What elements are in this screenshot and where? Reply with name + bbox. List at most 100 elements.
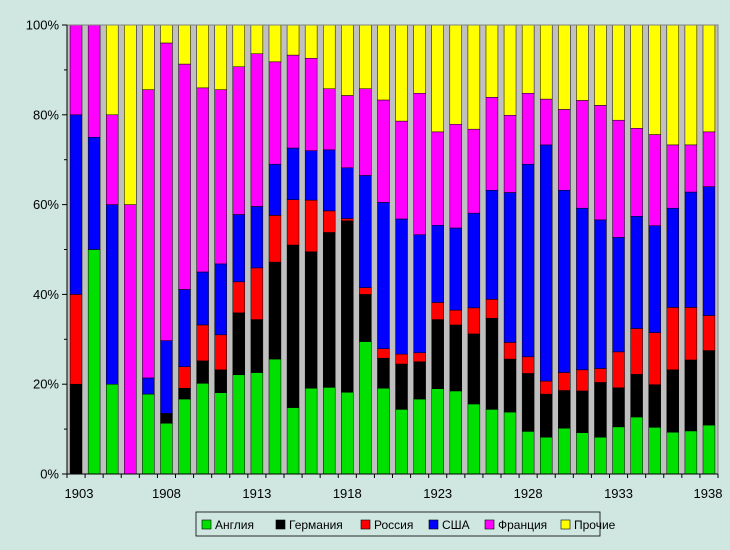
legend-item: США bbox=[428, 518, 470, 532]
legend-item: Германия bbox=[275, 518, 343, 532]
bar-segment bbox=[232, 24, 246, 68]
bar-segment bbox=[105, 114, 119, 205]
bar-segment bbox=[160, 24, 173, 44]
bars-group bbox=[69, 24, 716, 475]
bar-segment bbox=[142, 89, 155, 379]
bar-segment bbox=[304, 150, 318, 201]
bar-segment bbox=[521, 24, 535, 94]
bar-segment bbox=[232, 214, 246, 283]
bar-segment bbox=[503, 411, 517, 475]
bar-segment bbox=[702, 24, 716, 133]
bar-segment bbox=[666, 24, 680, 146]
bar-segment bbox=[467, 212, 481, 309]
bar-segment bbox=[431, 131, 444, 226]
bar-segment bbox=[395, 409, 408, 475]
bar-segment bbox=[322, 149, 336, 212]
bar-segment bbox=[612, 24, 625, 121]
bar-segment bbox=[377, 348, 390, 359]
x-tick-label: 1933 bbox=[604, 486, 633, 501]
bar-segment bbox=[449, 227, 463, 311]
bar-segment bbox=[286, 244, 300, 408]
bar-segment bbox=[196, 24, 209, 89]
bar-segment bbox=[539, 380, 553, 395]
bar-segment bbox=[558, 390, 571, 429]
bar-segment bbox=[630, 416, 643, 475]
bar-segment bbox=[630, 374, 643, 418]
bar-segment bbox=[377, 99, 390, 203]
bar-segment bbox=[521, 373, 535, 432]
bar-segment bbox=[666, 369, 680, 433]
bar-segment bbox=[485, 299, 499, 319]
bar-segment bbox=[268, 215, 282, 263]
bar-segment bbox=[503, 192, 517, 343]
bar-segment bbox=[413, 24, 426, 94]
bar-segment bbox=[503, 342, 517, 360]
bar-segment bbox=[485, 97, 499, 191]
bar-segment bbox=[377, 357, 390, 389]
bar-segment bbox=[576, 207, 589, 371]
bar-segment bbox=[558, 24, 571, 110]
bar-segment bbox=[684, 430, 698, 475]
bar-segment bbox=[485, 189, 499, 300]
bar-segment bbox=[214, 263, 227, 336]
bar-segment bbox=[612, 237, 625, 353]
bar-segment bbox=[702, 350, 716, 426]
bar-segment bbox=[576, 24, 589, 101]
bar-segment bbox=[124, 204, 137, 475]
bar-segment bbox=[576, 100, 589, 209]
x-tick-label: 1913 bbox=[242, 486, 271, 501]
bar-segment bbox=[160, 413, 173, 424]
bar-segment bbox=[594, 368, 607, 383]
bar-segment bbox=[431, 24, 444, 133]
bar-segment bbox=[268, 261, 282, 360]
bar-segment bbox=[503, 115, 517, 193]
plot-area bbox=[67, 25, 718, 474]
y-tick-label: 80% bbox=[33, 107, 59, 122]
bar-segment bbox=[268, 61, 282, 165]
bar-segment bbox=[521, 356, 535, 374]
bar-segment bbox=[431, 319, 444, 389]
bar-segment bbox=[214, 392, 227, 475]
bar-segment bbox=[666, 307, 680, 371]
bar-segment bbox=[576, 432, 589, 475]
bar-segment bbox=[702, 315, 716, 351]
bar-segment bbox=[558, 189, 571, 373]
y-tick-label: 60% bbox=[33, 197, 59, 212]
bar-segment bbox=[395, 120, 408, 220]
bar-segment bbox=[142, 393, 155, 475]
bar-segment bbox=[648, 332, 661, 385]
bar-segment bbox=[341, 95, 354, 169]
bar-segment bbox=[648, 384, 661, 428]
bar-segment bbox=[178, 398, 191, 475]
bar-segment bbox=[413, 361, 426, 400]
y-tick-label: 40% bbox=[33, 287, 59, 302]
bar-segment bbox=[160, 423, 173, 475]
bar-segment bbox=[539, 98, 553, 146]
bar-segment bbox=[449, 390, 463, 475]
bar-segment bbox=[684, 307, 698, 361]
bar-segment bbox=[576, 390, 589, 433]
bar-segment bbox=[124, 24, 137, 205]
bar-segment bbox=[322, 232, 336, 388]
y-tick-label: 20% bbox=[33, 377, 59, 392]
bar-segment bbox=[304, 57, 318, 151]
bar-segment bbox=[521, 431, 535, 475]
bar-segment bbox=[196, 324, 209, 362]
bar-segment bbox=[467, 128, 481, 214]
bar-segment bbox=[702, 186, 716, 316]
bar-segment bbox=[286, 54, 300, 149]
bar-segment bbox=[69, 383, 83, 475]
bar-segment bbox=[341, 220, 354, 393]
bar-segment bbox=[485, 317, 499, 410]
bar-segment bbox=[196, 271, 209, 326]
bar-segment bbox=[594, 105, 607, 221]
bar-segment bbox=[612, 426, 625, 475]
bar-segment bbox=[449, 309, 463, 326]
bar-segment bbox=[594, 382, 607, 438]
bar-segment bbox=[449, 24, 463, 125]
bar-segment bbox=[232, 374, 246, 475]
legend-swatch bbox=[275, 519, 286, 530]
bar-segment bbox=[684, 359, 698, 432]
bar-segment bbox=[178, 366, 191, 389]
